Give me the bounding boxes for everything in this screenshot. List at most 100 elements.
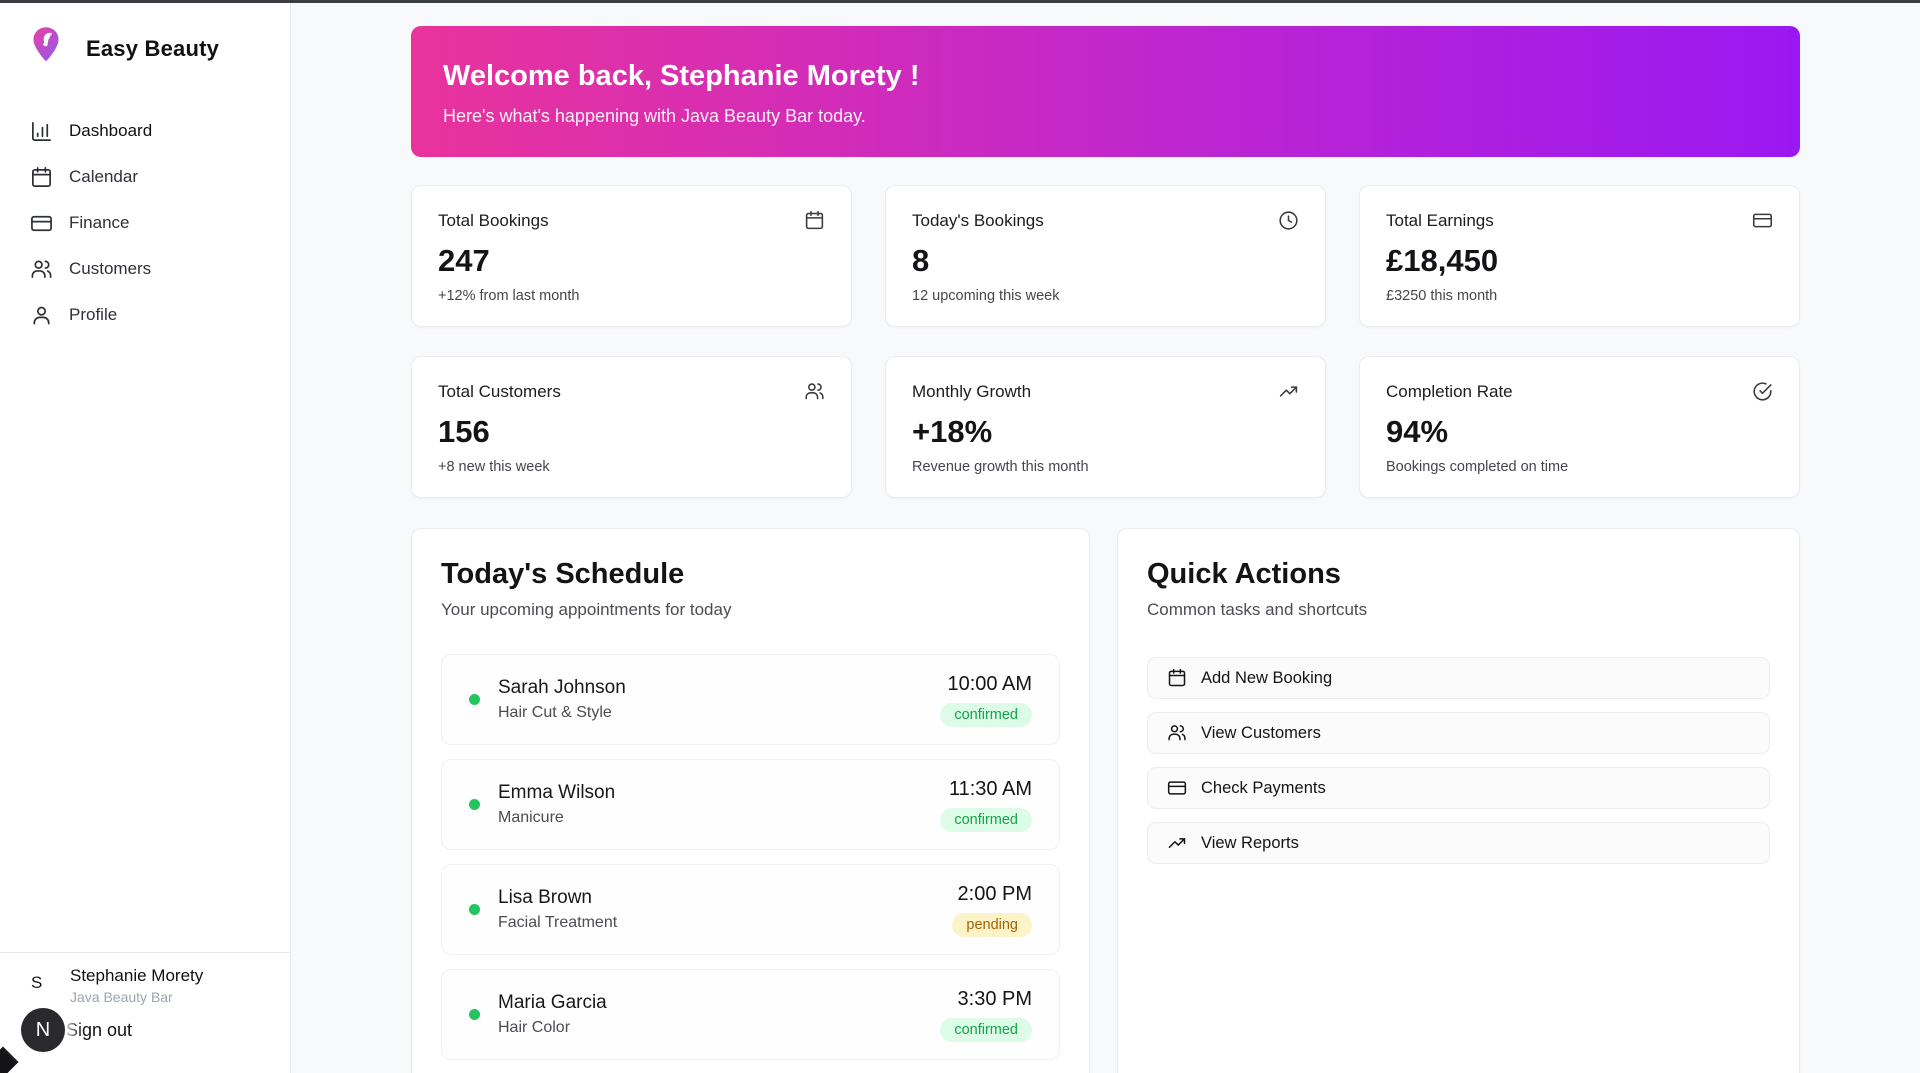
status-dot: [469, 799, 480, 810]
sign-out-button[interactable]: Sign out: [66, 1020, 133, 1040]
stat-subtext: Revenue growth this month: [912, 459, 1089, 475]
status-badge: confirmed: [940, 807, 1032, 832]
clock-icon: [1279, 211, 1298, 230]
users-icon: [1168, 725, 1186, 741]
sidebar-item-customers[interactable]: Customers: [0, 246, 290, 292]
appointment-row[interactable]: Maria Garcia Hair Color 3:30 PM confirme…: [441, 969, 1060, 1060]
stat-label: Total Customers: [438, 381, 561, 401]
sidebar-item-label: Customers: [69, 259, 152, 278]
appointment-row[interactable]: Emma Wilson Manicure 11:30 AM confirmed: [441, 759, 1060, 850]
view-reports-button[interactable]: View Reports: [1147, 822, 1770, 864]
sidebar-item-label: Calendar: [69, 167, 138, 186]
customer-name: Lisa Brown: [498, 887, 592, 908]
credit-card-icon: [31, 215, 52, 231]
stats-grid: Total Bookings 247 +12% from last month …: [411, 185, 1800, 498]
schedule-title: Today's Schedule: [441, 558, 685, 590]
quick-actions-panel: Quick Actions Common tasks and shortcuts…: [1117, 528, 1800, 1073]
stat-subtext: +12% from last month: [438, 288, 580, 304]
check-circle-icon: [1753, 382, 1772, 401]
sidebar-item-label: Finance: [69, 213, 130, 232]
user-name: Stephanie Morety: [70, 966, 204, 985]
credit-card-icon: [1752, 213, 1773, 228]
stat-label: Total Bookings: [438, 210, 549, 230]
app-title: Easy Beauty: [86, 35, 220, 61]
users-icon: [805, 383, 824, 400]
quick-action-label: Check Payments: [1201, 778, 1326, 797]
stat-label: Today's Bookings: [912, 210, 1044, 230]
stat-value: 247: [438, 243, 490, 278]
appointment-row[interactable]: Lisa Brown Facial Treatment 2:00 PM pend…: [441, 864, 1060, 955]
check-payments-button[interactable]: Check Payments: [1147, 767, 1770, 809]
avatar: S: [31, 973, 43, 992]
appointment-row[interactable]: Sarah Johnson Hair Cut & Style 10:00 AM …: [441, 654, 1060, 745]
customer-name: Maria Garcia: [498, 992, 607, 1013]
stat-label: Monthly Growth: [912, 381, 1032, 401]
quick-actions-title: Quick Actions: [1147, 558, 1341, 590]
sidebar-item-calendar[interactable]: Calendar: [0, 154, 290, 200]
stat-value: 94%: [1386, 414, 1449, 449]
stat-card-total-customers: Total Customers 156 +8 new this week: [411, 356, 852, 498]
appointment-time: 11:30 AM: [948, 777, 1032, 800]
welcome-title: Welcome back, Stephanie Morety !: [443, 60, 920, 92]
credit-card-icon: [1167, 781, 1187, 795]
customer-name: Emma Wilson: [498, 782, 616, 803]
service-name: Manicure: [498, 809, 564, 826]
view-customers-button[interactable]: View Customers: [1147, 712, 1770, 754]
appointment-time: 3:30 PM: [957, 987, 1032, 1010]
add-new-booking-button[interactable]: Add New Booking: [1147, 657, 1770, 699]
main-content: Welcome back, Stephanie Morety ! Here's …: [291, 0, 1920, 1073]
quick-action-list: Add New Booking View Customers Check Pay…: [1147, 657, 1770, 864]
status-badge: pending: [952, 912, 1032, 937]
stat-value: +18%: [912, 414, 993, 449]
stat-value: £18,450: [1386, 243, 1499, 278]
quick-action-label: View Reports: [1201, 833, 1299, 852]
stat-subtext: Bookings completed on time: [1386, 459, 1569, 475]
stat-card-total-bookings: Total Bookings 247 +12% from last month: [411, 185, 852, 327]
service-name: Hair Color: [498, 1019, 571, 1036]
sidebar-item-label: Dashboard: [69, 121, 153, 140]
stat-value: 156: [438, 414, 490, 449]
easy-beauty-logo-icon: [30, 25, 62, 72]
stat-label: Completion Rate: [1386, 381, 1513, 401]
stat-card-total-earnings: Total Earnings £18,450 £3250 this month: [1359, 185, 1800, 327]
stat-card-todays-bookings: Today's Bookings 8 12 upcoming this week: [885, 185, 1326, 327]
appointment-time: 2:00 PM: [957, 882, 1032, 905]
status-dot: [469, 904, 480, 915]
user-icon: [33, 306, 50, 325]
quick-action-label: Add New Booking: [1201, 668, 1333, 687]
service-name: Hair Cut & Style: [498, 704, 612, 721]
quick-action-label: View Customers: [1201, 723, 1321, 742]
stat-subtext: +8 new this week: [438, 459, 550, 475]
status-dot: [469, 1009, 480, 1020]
screen-top-edge: [0, 0, 1920, 3]
stat-label: Total Earnings: [1386, 210, 1494, 230]
quick-actions-subtitle: Common tasks and shortcuts: [1147, 600, 1368, 619]
sidebar-item-dashboard[interactable]: Dashboard: [0, 108, 290, 154]
trending-up-icon: [1168, 838, 1186, 848]
stat-card-monthly-growth: Monthly Growth +18% Revenue growth this …: [885, 356, 1326, 498]
trending-up-icon: [1279, 386, 1298, 397]
calendar-icon: [805, 210, 824, 230]
sidebar-item-profile[interactable]: Profile: [0, 292, 290, 338]
sidebar-item-label: Profile: [69, 305, 118, 324]
todays-schedule-panel: Today's Schedule Your upcoming appointme…: [411, 528, 1090, 1073]
status-badge: confirmed: [940, 702, 1032, 727]
users-icon: [31, 259, 52, 278]
sidebar-item-finance[interactable]: Finance: [0, 200, 290, 246]
floating-n-button[interactable]: N: [21, 1008, 65, 1052]
customer-name: Sarah Johnson: [498, 677, 626, 698]
status-dot: [469, 694, 480, 705]
appointment-time: 10:00 AM: [947, 672, 1032, 695]
calendar-icon: [1168, 668, 1186, 687]
brand: Easy Beauty: [30, 25, 219, 72]
schedule-subtitle: Your upcoming appointments for today: [441, 600, 732, 619]
welcome-banner: Welcome back, Stephanie Morety ! Here's …: [411, 26, 1800, 157]
status-badge: confirmed: [940, 1017, 1032, 1042]
stat-subtext: £3250 this month: [1386, 288, 1498, 304]
user-business: Java Beauty Bar: [70, 989, 173, 1005]
stat-value: 8: [912, 243, 930, 278]
stat-subtext: 12 upcoming this week: [912, 288, 1060, 304]
sidebar: Easy Beauty Dashboard Calendar Finance C…: [0, 0, 291, 1073]
welcome-subtitle: Here's what's happening with Java Beauty…: [443, 106, 866, 126]
stat-card-completion-rate: Completion Rate 94% Bookings completed o…: [1359, 356, 1800, 498]
